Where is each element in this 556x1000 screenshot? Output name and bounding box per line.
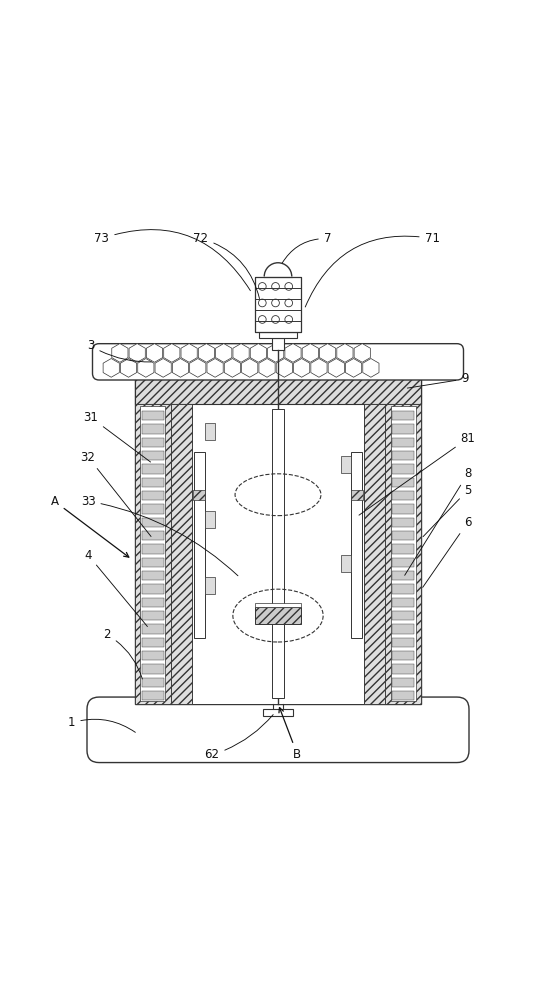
Bar: [205, 423, 215, 440]
Bar: [341, 456, 351, 473]
Bar: [391, 406, 416, 701]
Text: 72: 72: [193, 232, 260, 299]
Text: 6: 6: [423, 516, 471, 587]
Bar: [142, 464, 163, 474]
Bar: [142, 651, 163, 660]
Bar: [393, 411, 414, 420]
Text: 31: 31: [83, 411, 151, 462]
Text: 32: 32: [81, 451, 151, 536]
Bar: [364, 404, 385, 704]
Text: 4: 4: [85, 549, 147, 627]
Bar: [393, 651, 414, 660]
Bar: [135, 373, 421, 704]
Bar: [272, 409, 284, 698]
Text: 7: 7: [282, 232, 331, 263]
Bar: [142, 691, 163, 700]
Bar: [135, 373, 421, 404]
Bar: [255, 603, 301, 607]
Bar: [142, 424, 163, 434]
Bar: [142, 571, 163, 580]
Bar: [263, 709, 293, 716]
Bar: [142, 411, 163, 420]
Bar: [393, 531, 414, 540]
Bar: [393, 571, 414, 580]
Bar: [142, 491, 163, 500]
Bar: [393, 504, 414, 514]
Bar: [351, 452, 362, 638]
Bar: [393, 584, 414, 594]
Text: 71: 71: [305, 232, 440, 307]
Bar: [142, 504, 163, 514]
Bar: [393, 464, 414, 474]
Bar: [385, 404, 421, 704]
Bar: [393, 611, 414, 620]
Bar: [393, 424, 414, 434]
Text: 1: 1: [68, 716, 135, 732]
Bar: [393, 478, 414, 487]
Text: B: B: [279, 708, 301, 761]
Bar: [142, 664, 163, 674]
Bar: [393, 491, 414, 500]
Bar: [351, 490, 363, 500]
Bar: [205, 511, 215, 528]
Text: 3: 3: [87, 339, 151, 362]
Bar: [142, 478, 163, 487]
Bar: [393, 691, 414, 700]
Bar: [142, 558, 163, 567]
Text: A: A: [51, 495, 129, 557]
Bar: [142, 598, 163, 607]
Bar: [272, 338, 284, 350]
Bar: [393, 598, 414, 607]
Bar: [142, 531, 163, 540]
Bar: [259, 332, 297, 338]
Bar: [393, 664, 414, 674]
FancyBboxPatch shape: [92, 344, 464, 380]
Bar: [142, 584, 163, 594]
Bar: [142, 678, 163, 687]
Bar: [393, 678, 414, 687]
Bar: [205, 577, 215, 594]
Text: 9: 9: [408, 372, 469, 388]
Text: 5: 5: [423, 484, 471, 537]
Bar: [171, 404, 192, 704]
Bar: [393, 438, 414, 447]
Bar: [140, 406, 165, 701]
Bar: [142, 611, 163, 620]
Bar: [393, 624, 414, 634]
Bar: [142, 544, 163, 554]
Bar: [142, 624, 163, 634]
Bar: [193, 490, 205, 500]
Bar: [393, 558, 414, 567]
Bar: [135, 404, 171, 704]
Bar: [142, 451, 163, 460]
Bar: [393, 518, 414, 527]
Bar: [393, 638, 414, 647]
Bar: [393, 451, 414, 460]
Bar: [194, 452, 205, 638]
Text: 2: 2: [103, 628, 142, 679]
Text: 62: 62: [205, 715, 273, 761]
Bar: [142, 638, 163, 647]
Bar: [255, 607, 301, 624]
Bar: [255, 277, 301, 332]
Text: 33: 33: [81, 495, 238, 576]
Bar: [142, 518, 163, 527]
Text: 81: 81: [359, 432, 475, 515]
FancyBboxPatch shape: [87, 697, 469, 763]
Text: 8: 8: [405, 467, 471, 575]
Text: 73: 73: [95, 230, 250, 291]
Bar: [142, 438, 163, 447]
Bar: [393, 544, 414, 554]
Bar: [341, 555, 351, 572]
Bar: [192, 404, 364, 704]
